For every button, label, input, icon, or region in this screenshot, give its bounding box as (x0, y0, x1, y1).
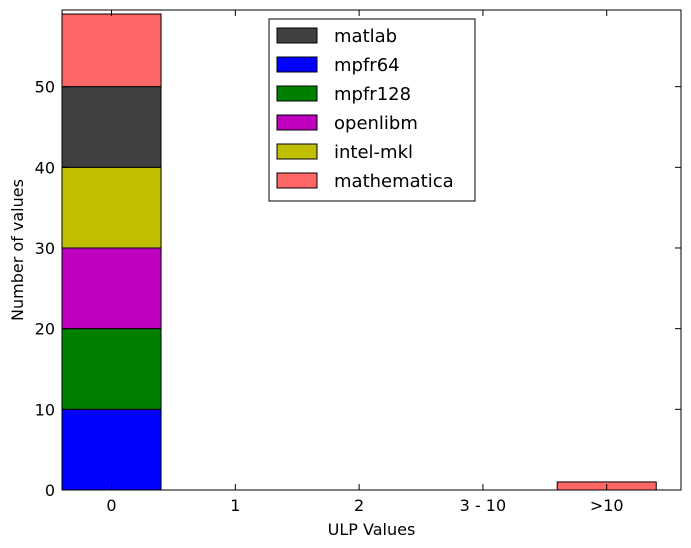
bar-mpfr64-0 (61, 408, 162, 491)
bar-openlibm-0 (61, 247, 162, 330)
bar-mathematica-0 (61, 13, 162, 88)
legend-swatch-matlab (276, 27, 318, 44)
y-tick-label-50: 50 (35, 78, 55, 97)
plot-frame (61, 9, 682, 491)
x-tick-label-1: 1 (230, 496, 240, 515)
legend-label-intel-mkl: intel-mkl (334, 142, 413, 163)
legend-swatch-mpfr128 (276, 85, 318, 102)
legend-box (268, 18, 476, 202)
bar-intel-mkl-0 (61, 166, 162, 249)
y-tick-label-30: 30 (35, 239, 55, 258)
x-tick-label-2: 2 (354, 496, 364, 515)
y-tick-label-20: 20 (35, 320, 55, 339)
y-axis-label: Number of values (8, 179, 27, 321)
x-axis-label: ULP Values (328, 520, 416, 539)
x-tick-label-4: >10 (590, 496, 624, 515)
y-tick-label-10: 10 (35, 400, 55, 419)
legend-label-mathematica: mathematica (334, 171, 454, 192)
legend-swatch-intel-mkl (276, 143, 318, 160)
legend-label-mpfr64: mpfr64 (334, 55, 400, 76)
legend-label-openlibm: openlibm (334, 113, 418, 134)
x-tick-label-3: 3 - 10 (460, 496, 506, 515)
legend-label-mpfr128: mpfr128 (334, 84, 411, 105)
legend-swatch-mpfr64 (276, 56, 318, 73)
legend: matlab mpfr64 mpfr128 openlibm intel-mkl math… (268, 18, 476, 202)
legend-swatch-mathematica (276, 172, 318, 189)
y-tick-label-0: 0 (45, 481, 55, 500)
legend-label-matlab: matlab (334, 26, 397, 47)
bar-mpfr128-0 (61, 328, 162, 410)
axes-group: 0 10 20 30 40 50 0 1 2 3 - 10 >10 ULP Values Number … (8, 9, 682, 539)
bar-matlab-0 (61, 86, 162, 168)
x-tick-label-0: 0 (106, 496, 116, 515)
bars-group (61, 13, 657, 491)
legend-swatch-openlibm (276, 114, 318, 131)
y-tick-label-40: 40 (35, 158, 55, 177)
